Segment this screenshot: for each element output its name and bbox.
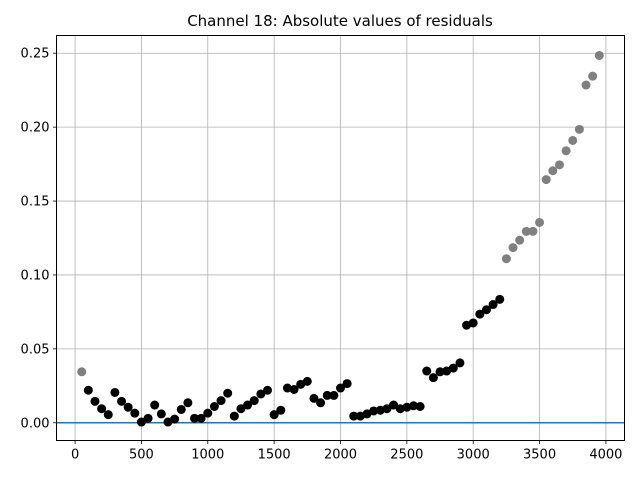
grid-lines: [56, 35, 625, 441]
data-point: [156, 409, 166, 419]
data-point: [316, 398, 326, 408]
data-point: [183, 398, 193, 408]
data-point: [455, 358, 465, 368]
data-point: [468, 318, 478, 328]
data-point: [256, 389, 266, 399]
data-point: [309, 393, 319, 403]
x-tick-label: 1500: [258, 448, 291, 463]
data-point: [528, 226, 538, 236]
data-point: [329, 390, 339, 400]
data-point: [216, 396, 226, 406]
data-point: [561, 146, 571, 156]
x-tick-label: 4000: [589, 448, 622, 463]
data-point: [269, 410, 279, 420]
data-point: [302, 376, 312, 386]
data-point: [190, 413, 200, 423]
data-point: [541, 175, 551, 185]
data-point: [408, 401, 418, 411]
data-point: [475, 309, 485, 319]
x-tick-label: 0: [71, 448, 79, 463]
x-axis-ticks: 0 500 1000 1500 2000 2500 3000 3500 4000: [71, 440, 622, 463]
data-point: [176, 404, 186, 414]
data-point: [336, 383, 345, 393]
data-point: [415, 402, 425, 412]
data-point: [196, 413, 206, 423]
data-point: [369, 406, 379, 416]
data-point: [382, 404, 392, 414]
data-point: [289, 385, 299, 395]
data-point: [481, 305, 491, 315]
data-point: [515, 235, 525, 245]
x-tick-label: 1000: [191, 448, 224, 463]
data-point: [83, 385, 93, 395]
data-point: [229, 411, 239, 421]
data-point: [435, 367, 445, 377]
data-point: [263, 385, 273, 395]
x-tick-label: 2000: [324, 448, 357, 463]
data-point: [276, 405, 286, 415]
data-point: [501, 254, 511, 264]
y-tick-label: 0.25: [21, 47, 50, 62]
data-point: [170, 414, 180, 424]
y-tick-label: 0.15: [21, 195, 50, 210]
chart-title: Channel 18: Absolute values of residuals: [187, 12, 493, 30]
data-point: [90, 396, 100, 406]
data-point: [594, 50, 604, 60]
x-tick-label: 500: [129, 448, 154, 463]
data-point: [588, 71, 598, 81]
data-point: [150, 400, 160, 410]
data-point: [535, 217, 545, 227]
y-tick-label: 0.05: [21, 342, 50, 357]
data-point: [349, 411, 359, 421]
data-point: [389, 400, 399, 410]
data-point: [110, 387, 120, 397]
x-tick-label: 3500: [523, 448, 556, 463]
data-point: [130, 408, 140, 418]
data-point: [236, 404, 246, 414]
data-point: [143, 413, 153, 423]
y-tick-label: 0.10: [21, 268, 50, 283]
data-point: [428, 373, 438, 383]
x-tick-label: 2500: [390, 448, 423, 463]
data-point: [554, 160, 564, 170]
data-point: [495, 294, 505, 304]
data-point: [103, 410, 113, 420]
data-points: [77, 50, 604, 427]
data-point: [97, 404, 107, 414]
data-point: [203, 408, 213, 418]
data-point: [568, 135, 578, 145]
data-point: [548, 166, 558, 176]
y-tick-label: 0.20: [21, 121, 50, 136]
x-tick-label: 3000: [457, 448, 490, 463]
y-axis-ticks: 0.00 0.05 0.10 0.15 0.20 0.25: [21, 47, 57, 431]
data-point: [243, 400, 253, 410]
data-point: [223, 388, 233, 398]
data-point: [249, 396, 259, 406]
data-point: [574, 124, 584, 134]
data-point: [581, 80, 591, 90]
data-point: [117, 396, 127, 406]
data-point: [521, 226, 531, 236]
data-point: [488, 300, 498, 310]
data-point: [123, 402, 133, 412]
data-point: [77, 367, 87, 377]
data-point: [322, 390, 332, 400]
y-tick-label: 0.00: [21, 416, 50, 431]
data-point: [448, 363, 458, 373]
data-point: [209, 402, 219, 412]
data-point: [508, 243, 518, 253]
data-point: [342, 379, 352, 389]
data-point: [136, 417, 146, 427]
data-point: [422, 366, 432, 376]
